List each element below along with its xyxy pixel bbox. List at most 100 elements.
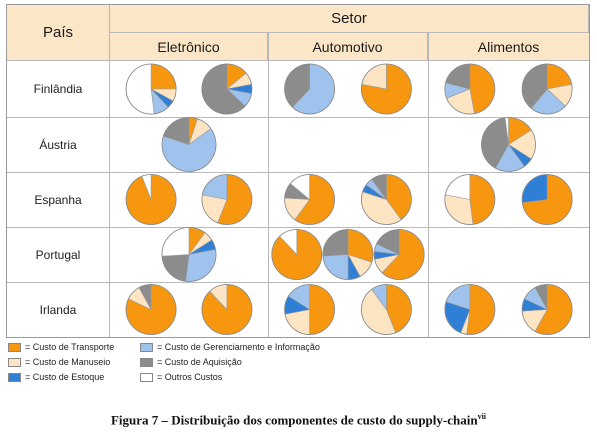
pie-finlandia-alimentos-2 [521,63,573,115]
pie-espanha-alimentos-2 [521,174,573,225]
pie-portugal-automotivo-2 [322,229,374,280]
pie-outline [481,117,536,172]
sector-automotivo-header: Automotivo [268,33,428,61]
legend-swatch-transporte [8,342,21,352]
pie-slice-gerenciamento [185,249,217,282]
legend-item-manuseio: = Custo de Manuseio [8,357,110,367]
pie-slice-aquisicao [322,229,349,257]
pie-finlandia-automotivo-2 [360,63,412,115]
figure-frame: País Setor Eletrônico Automotivo Aliment… [6,4,590,338]
pie-outline [322,229,374,280]
row-label-irlanda: Irlanda [7,282,110,337]
pie-austria-alimentos-1 [481,117,536,172]
legend-swatch-manuseio [8,357,21,367]
pie-irlanda-eletronico-1 [125,284,177,335]
legend-item-gerenciamento: = Custo de Gerenciamento e Informação [140,342,320,352]
figure-caption-superscript: vii [477,412,487,421]
pie-slice-manuseio [361,63,387,90]
sector-alimentos-header: Alimentos [428,33,589,61]
pie-slice-aquisicao [161,254,190,282]
pie-irlanda-automotivo-1 [284,284,336,335]
pie-espanha-eletronico-1 [125,174,177,225]
pie-portugal-eletronico-1 [161,227,217,282]
row-divider [7,227,589,228]
pie-outline [444,174,496,225]
sector-header: Setor [110,5,589,33]
row-divider [7,117,589,118]
legend-item-aquisicao: = Custo de Aquisição [140,357,242,367]
pie-outline [444,63,496,115]
pie-slice-transporte [469,174,496,225]
pie-outline [521,284,573,335]
pie-slice-transporte [469,63,496,114]
legend-item-outros: = Outros Custos [140,372,222,382]
pie-irlanda-alimentos-1 [444,284,496,335]
pie-outline [521,174,573,225]
pie-outline [201,174,253,225]
pie-outline [125,174,177,225]
pie-espanha-automotivo-2 [360,174,412,225]
row-divider [7,172,589,173]
pie-irlanda-eletronico-2 [201,284,253,335]
pie-espanha-alimentos-1 [444,174,496,225]
legend-item-transporte: = Custo de Transporte [8,342,114,352]
row-label-portugal: Portugal [7,227,110,282]
legend-label-outros: = Outros Custos [157,372,223,382]
pie-outline [161,227,217,282]
pie-outline [201,284,253,335]
pie-outline [373,229,425,280]
pie-outline [161,117,217,172]
legend-swatch-estoque [8,372,21,382]
pie-finlandia-eletronico-1 [125,63,177,115]
pie-portugal-automotivo-3 [373,229,425,280]
pie-outline [521,63,573,115]
pie-slice-gerenciamento [202,174,228,200]
pie-espanha-eletronico-2 [201,174,253,225]
pie-espanha-automotivo-1 [284,174,336,225]
pie-outline [444,284,496,335]
pie-outline [360,284,412,335]
pie-outline [125,284,177,335]
country-header: País [7,5,110,61]
legend-swatch-aquisicao [140,357,153,367]
pie-charts-grid [125,63,573,335]
sector-eletronico-header: Eletrônico [110,33,268,61]
pie-irlanda-automotivo-2 [360,284,412,335]
legend-label-gerenciamento: = Custo de Gerenciamento e Informação [157,342,320,352]
pie-slice-estoque [521,174,548,203]
pie-outline [201,63,253,115]
pie-finlandia-alimentos-1 [444,63,496,115]
pie-austria-eletronico-1 [161,117,217,172]
pie-outline [360,63,412,115]
row-label-finlandia: Finlândia [7,61,110,117]
pie-finlandia-eletronico-2 [201,63,253,115]
pie-slice-transporte [466,284,496,335]
pie-outline [284,63,336,115]
legend-swatch-outros [140,372,153,382]
pie-outline [125,63,177,115]
row-label-espanha: Espanha [7,172,110,227]
pie-portugal-automotivo-1 [271,229,323,280]
figure-caption: Figura 7 – Distribuição dos componentes … [0,412,597,428]
legend-item-estoque: = Custo de Estoque [8,372,104,382]
pie-outline [284,174,336,225]
row-divider [7,282,589,283]
pie-outline [271,229,323,280]
pie-outline [360,174,412,225]
row-label-austria: Áustria [7,117,110,172]
legend-label-transporte: = Custo de Transporte [25,342,115,352]
legend-label-estoque: = Custo de Estoque [25,372,105,382]
pie-slice-outros [161,227,190,257]
pie-irlanda-alimentos-2 [521,284,573,335]
pie-finlandia-automotivo-1 [284,63,336,115]
column-divider [428,33,429,337]
pie-slice-transporte [309,284,335,335]
figure-caption-text: Figura 7 – Distribuição dos componentes … [110,412,478,428]
legend-label-aquisicao: = Custo de Aquisição [157,357,242,367]
pie-outline [284,284,336,335]
pie-slice-outros [125,63,155,115]
column-divider [268,33,269,337]
pie-slice-outros [444,174,471,200]
legend-label-manuseio: = Custo de Manuseio [25,357,111,367]
legend-swatch-gerenciamento [140,342,153,352]
